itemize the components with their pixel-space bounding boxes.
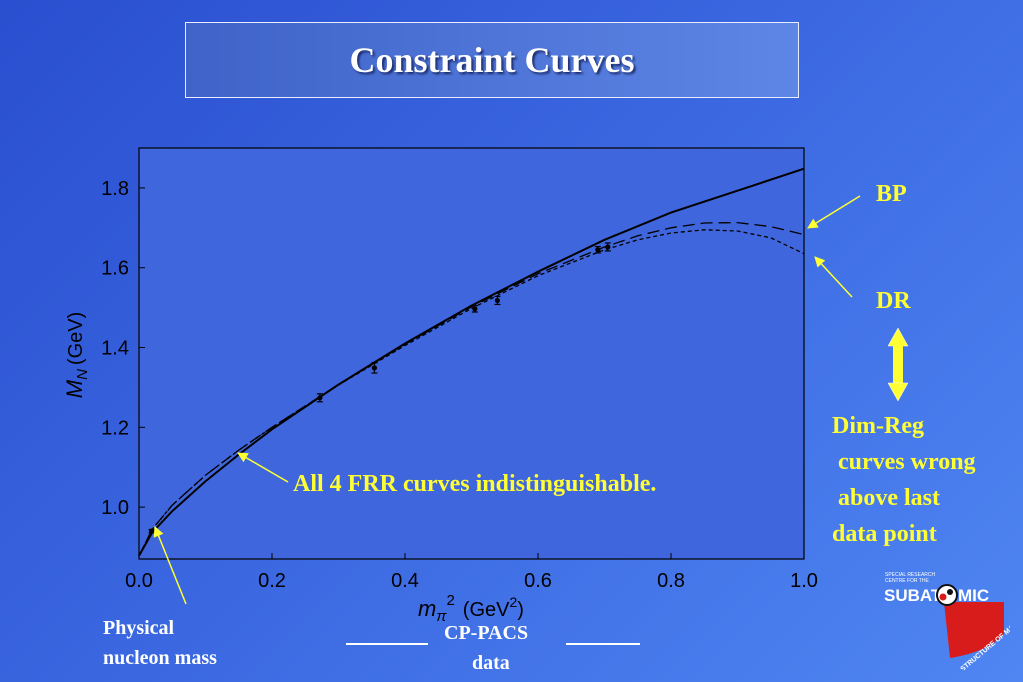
physical-label-line-2: nucleon mass — [103, 647, 217, 669]
data-point — [605, 244, 611, 250]
subatomic-logo: SPECIAL RESEARCH CENTRE FOR THE SUBAT MI… — [884, 572, 1010, 670]
y-axis-label-main: M — [62, 379, 87, 398]
logo-main-text: SUBAT — [884, 586, 942, 605]
dimreg-note-line-1: Dim-Reg — [832, 413, 924, 439]
x-axis-label-unit: (GeV — [463, 599, 510, 621]
logo-small-text-1: SPECIAL RESEARCH — [885, 572, 935, 578]
x-axis-label: mπ2 (GeV2) — [418, 592, 524, 625]
y-tick-label: 1.0 — [101, 497, 129, 519]
x-tick-label: 0.8 — [657, 570, 685, 592]
x-tick-label: 0.6 — [524, 570, 552, 592]
y-axis-label-unit: (GeV) — [65, 312, 87, 365]
data-points — [148, 242, 611, 534]
logo-main-text-end: MIC — [958, 586, 989, 605]
frr-arrow — [237, 452, 289, 483]
cppacs-label-line-1: CP-PACS — [444, 622, 529, 644]
series-line-long-dash — [138, 221, 805, 557]
data-point — [149, 528, 155, 534]
series-line-short-dash — [138, 229, 805, 557]
x-axis-label-main: m — [418, 596, 436, 621]
x-axis-label-close: ) — [517, 599, 524, 621]
y-tick-label: 1.2 — [101, 417, 129, 439]
data-point — [472, 306, 478, 312]
y-tick-label: 1.6 — [101, 258, 129, 280]
x-tick-label: 0.0 — [125, 570, 153, 592]
cppacs-label-line-2: data — [472, 652, 510, 674]
y-axis-label: MN (GeV) — [62, 312, 91, 399]
data-point — [371, 365, 378, 371]
physical-label-line-1: Physical — [103, 617, 175, 639]
dimreg-note-line-4: data point — [832, 521, 937, 547]
y-axis-label-sub: N — [74, 369, 91, 380]
x-axis-label-sup: 2 — [446, 592, 454, 609]
atom-icon — [936, 584, 958, 606]
bp-label: BP — [876, 181, 907, 207]
axis-ticks: 0.0 0.2 0.4 0.6 0.8 1.0 1.0 1.2 1.4 1.6 1.8 — [101, 178, 818, 592]
data-point — [595, 247, 601, 253]
bp-arrow — [807, 195, 861, 229]
logo-small-text-2: CENTRE FOR THE — [885, 578, 929, 584]
title-banner: Constraint Curves — [185, 22, 799, 98]
x-axis-label-sub: π — [436, 608, 447, 625]
y-tick-label: 1.4 — [101, 338, 129, 360]
dr-arrow — [814, 256, 853, 298]
y-tick-label: 1.8 — [101, 178, 129, 200]
series-curves — [138, 167, 805, 557]
x-axis-label-unit-sup: 2 — [509, 594, 517, 610]
slide-title: Constraint Curves — [349, 40, 635, 80]
data-point — [494, 297, 501, 304]
frr-annotation: All 4 FRR curves indistinguishable. — [293, 471, 657, 497]
x-tick-label: 0.2 — [258, 570, 286, 592]
double-arrow-icon — [887, 327, 909, 402]
plot-area — [138, 147, 805, 560]
logo-red-shape — [944, 602, 1004, 658]
series-line-solid — [138, 167, 805, 557]
physical-arrow — [153, 526, 187, 605]
dimreg-note-line-3: above last — [832, 485, 940, 511]
data-point — [317, 395, 323, 401]
dr-label: DR — [876, 288, 911, 314]
x-tick-label: 0.4 — [391, 570, 419, 592]
dimreg-note-line-2: curves wrong — [832, 449, 976, 475]
x-tick-label: 1.0 — [790, 570, 818, 592]
